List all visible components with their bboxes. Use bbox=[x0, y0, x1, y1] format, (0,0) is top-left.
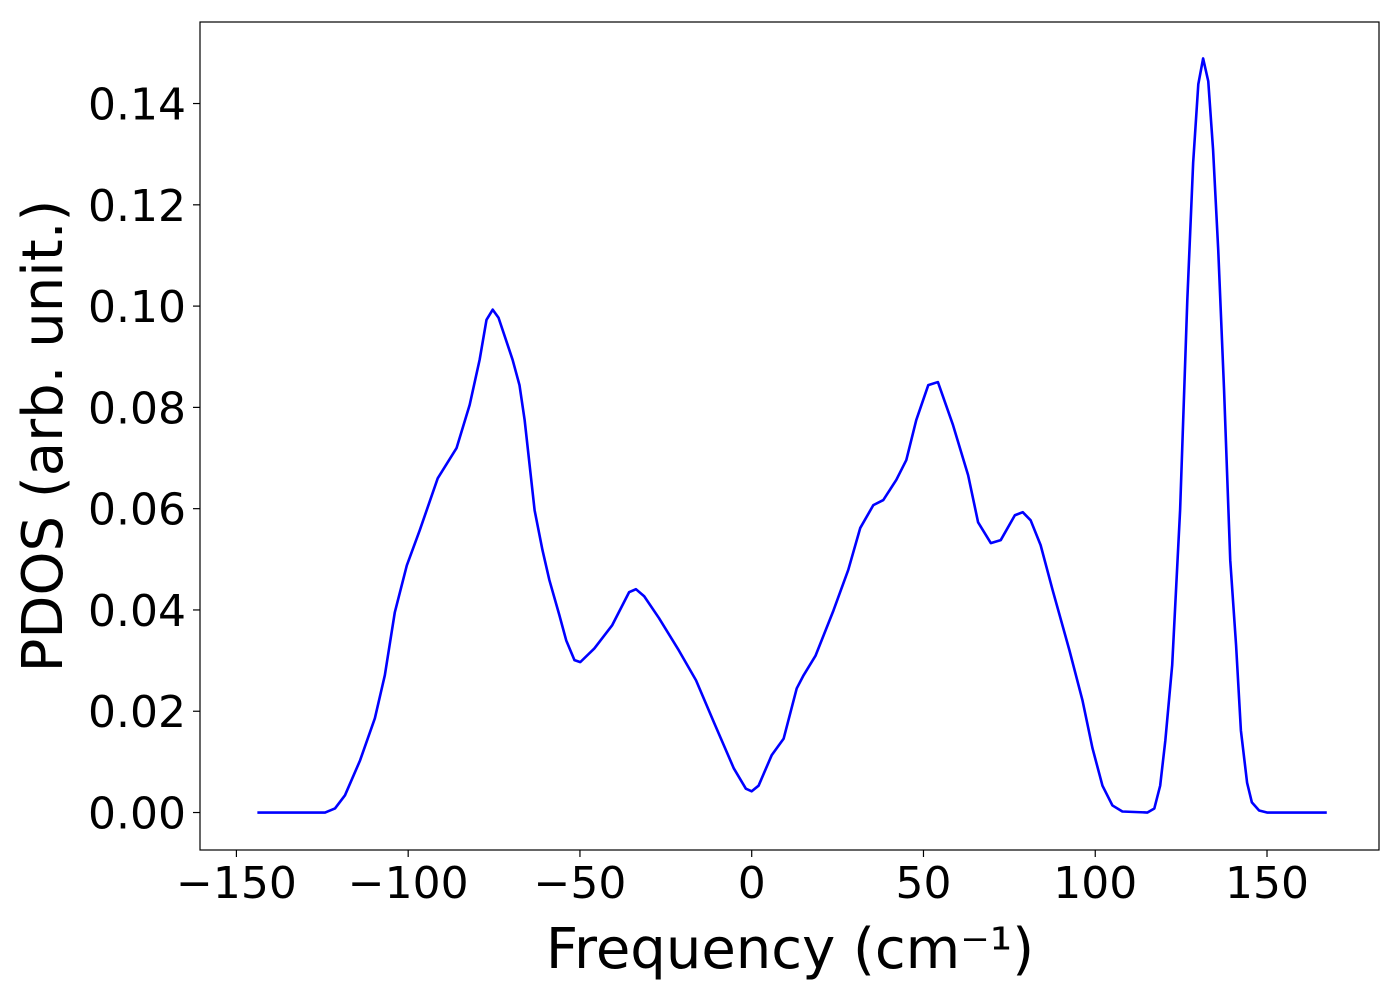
y-tick-label: 0.02 bbox=[88, 687, 186, 738]
y-tick-label: 0.14 bbox=[88, 80, 186, 131]
x-axis-label: Frequency (cm⁻¹) bbox=[546, 917, 1034, 982]
y-tick-label: 0.04 bbox=[88, 586, 186, 637]
y-tick-label: 0.10 bbox=[88, 282, 186, 333]
x-tick-label: 150 bbox=[1225, 858, 1309, 909]
y-tick-label: 0.00 bbox=[88, 789, 186, 840]
y-tick-label: 0.08 bbox=[88, 383, 186, 434]
x-tick-label: 0 bbox=[738, 858, 766, 909]
plot-frame bbox=[199, 21, 1380, 851]
y-tick-label: 0.12 bbox=[88, 181, 186, 232]
x-tick-label: 100 bbox=[1053, 858, 1137, 909]
y-tick-label: 0.06 bbox=[88, 485, 186, 536]
line-series bbox=[257, 57, 1327, 814]
x-tick-label: −150 bbox=[176, 858, 297, 909]
x-tick-label: −50 bbox=[534, 858, 627, 909]
y-axis-label: PDOS (arb. unit.) bbox=[11, 200, 76, 673]
x-tick-label: 50 bbox=[895, 858, 951, 909]
x-tick-label: −100 bbox=[348, 858, 469, 909]
